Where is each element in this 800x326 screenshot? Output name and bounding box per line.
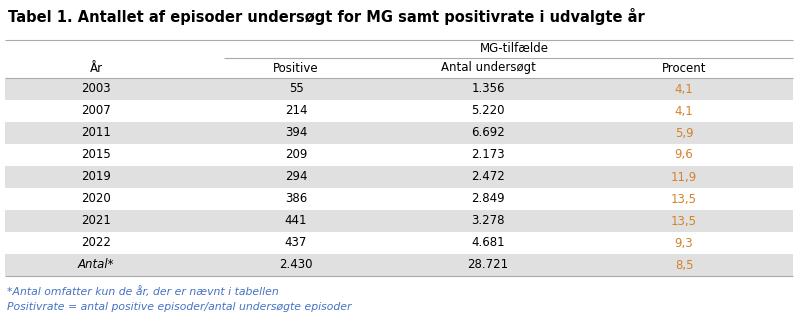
Text: Antal undersøgt: Antal undersøgt (441, 62, 535, 75)
Text: 11,9: 11,9 (671, 170, 697, 184)
Text: 2022: 2022 (81, 236, 111, 249)
Text: 13,5: 13,5 (671, 215, 697, 228)
Text: 4,1: 4,1 (674, 82, 694, 96)
Text: 2.849: 2.849 (471, 192, 505, 205)
Text: 2019: 2019 (81, 170, 111, 184)
Text: 441: 441 (285, 215, 307, 228)
Bar (5, 122, 793, 144)
Text: 3.278: 3.278 (471, 215, 505, 228)
Text: 437: 437 (285, 236, 307, 249)
Bar (5, 166, 793, 188)
Text: 6.692: 6.692 (471, 126, 505, 140)
Text: 294: 294 (285, 170, 307, 184)
Text: 214: 214 (285, 105, 307, 117)
Bar (5, 210, 793, 232)
Text: MG-tilfælde: MG-tilfælde (479, 42, 549, 55)
Text: 2011: 2011 (81, 126, 111, 140)
Text: År: År (90, 62, 102, 75)
Text: *Antal omfatter kun de år, der er nævnt i tabellen: *Antal omfatter kun de år, der er nævnt … (6, 286, 278, 297)
Text: Positivrate = antal positive episoder/antal undersøgte episoder: Positivrate = antal positive episoder/an… (6, 302, 351, 312)
Text: Positive: Positive (273, 62, 319, 75)
Text: 2003: 2003 (81, 82, 111, 96)
Text: Procent: Procent (662, 62, 706, 75)
Text: 394: 394 (285, 126, 307, 140)
Text: 2015: 2015 (81, 149, 111, 161)
Bar (5, 254, 793, 276)
Bar (5, 78, 793, 100)
Text: 13,5: 13,5 (671, 192, 697, 205)
Text: 1.356: 1.356 (471, 82, 505, 96)
Text: 2020: 2020 (81, 192, 111, 205)
Text: Tabel 1. Antallet af episoder undersøgt for MG samt positivrate i udvalgte år: Tabel 1. Antallet af episoder undersøgt … (8, 8, 645, 25)
Text: 2.173: 2.173 (471, 149, 505, 161)
Text: 9,6: 9,6 (674, 149, 694, 161)
Text: 2007: 2007 (81, 105, 111, 117)
Text: Antal*: Antal* (78, 259, 114, 272)
Text: 55: 55 (289, 82, 303, 96)
Text: 386: 386 (285, 192, 307, 205)
Text: 209: 209 (285, 149, 307, 161)
Text: 5,9: 5,9 (674, 126, 694, 140)
Text: 5.220: 5.220 (471, 105, 505, 117)
Text: 4,1: 4,1 (674, 105, 694, 117)
Text: 4.681: 4.681 (471, 236, 505, 249)
Text: 2.472: 2.472 (471, 170, 505, 184)
Text: 9,3: 9,3 (674, 236, 694, 249)
Text: 2021: 2021 (81, 215, 111, 228)
Text: 2.430: 2.430 (279, 259, 313, 272)
Text: 8,5: 8,5 (674, 259, 694, 272)
Text: 28.721: 28.721 (467, 259, 509, 272)
